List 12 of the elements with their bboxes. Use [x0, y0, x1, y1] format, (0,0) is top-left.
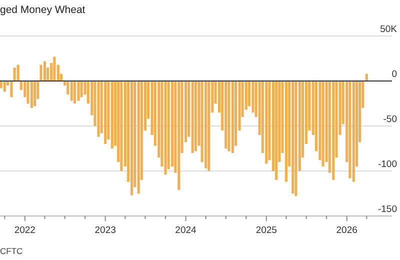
y-tick-label: -100 [378, 159, 397, 170]
y-tick-label: -50 [383, 114, 397, 125]
y-tick-label: -150 [378, 204, 397, 215]
x-tick-label: 2022 [14, 225, 36, 236]
y-tick-label: 0 [392, 69, 397, 80]
x-tick-label: 2023 [94, 225, 116, 236]
x-tick-label: 2025 [256, 225, 277, 236]
y-tick-label: 50K [380, 24, 398, 35]
x-tick-label: 2024 [175, 225, 196, 236]
chart-title: ged Money Wheat [0, 4, 86, 16]
text: CFTC [0, 246, 23, 256]
x-tick-label: 2026 [336, 225, 358, 236]
